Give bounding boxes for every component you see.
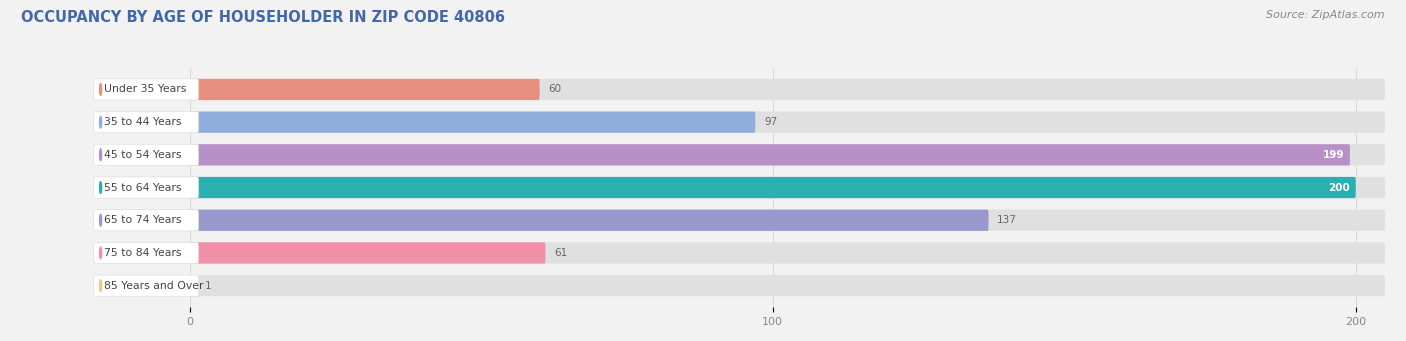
FancyBboxPatch shape: [190, 144, 1385, 165]
FancyBboxPatch shape: [190, 210, 1385, 231]
FancyBboxPatch shape: [190, 242, 1385, 264]
Text: 61: 61: [554, 248, 568, 258]
FancyBboxPatch shape: [190, 275, 198, 296]
FancyBboxPatch shape: [190, 210, 988, 231]
Text: Under 35 Years: Under 35 Years: [104, 85, 187, 94]
FancyBboxPatch shape: [190, 144, 1350, 165]
FancyBboxPatch shape: [94, 79, 198, 100]
FancyBboxPatch shape: [190, 79, 1385, 100]
Text: 200: 200: [1329, 182, 1350, 193]
Circle shape: [100, 280, 101, 292]
FancyBboxPatch shape: [94, 242, 198, 264]
FancyBboxPatch shape: [190, 177, 1385, 198]
FancyBboxPatch shape: [94, 275, 198, 296]
FancyBboxPatch shape: [190, 177, 1355, 198]
FancyBboxPatch shape: [190, 112, 755, 133]
Text: 35 to 44 Years: 35 to 44 Years: [104, 117, 181, 127]
Text: OCCUPANCY BY AGE OF HOUSEHOLDER IN ZIP CODE 40806: OCCUPANCY BY AGE OF HOUSEHOLDER IN ZIP C…: [21, 10, 505, 25]
Text: 60: 60: [548, 85, 561, 94]
Text: 1: 1: [204, 281, 211, 291]
Circle shape: [100, 84, 101, 95]
Text: 75 to 84 Years: 75 to 84 Years: [104, 248, 181, 258]
Text: 55 to 64 Years: 55 to 64 Years: [104, 182, 181, 193]
Circle shape: [100, 116, 101, 128]
FancyBboxPatch shape: [190, 112, 1385, 133]
Circle shape: [100, 247, 101, 259]
Text: 45 to 54 Years: 45 to 54 Years: [104, 150, 181, 160]
Circle shape: [100, 214, 101, 226]
Circle shape: [100, 149, 101, 161]
Text: 65 to 74 Years: 65 to 74 Years: [104, 215, 181, 225]
Text: 137: 137: [997, 215, 1017, 225]
FancyBboxPatch shape: [190, 275, 1385, 296]
FancyBboxPatch shape: [190, 242, 546, 264]
FancyBboxPatch shape: [94, 112, 198, 133]
FancyBboxPatch shape: [94, 210, 198, 231]
Text: 97: 97: [763, 117, 778, 127]
Text: 199: 199: [1323, 150, 1344, 160]
FancyBboxPatch shape: [94, 144, 198, 165]
Circle shape: [100, 182, 101, 193]
Text: Source: ZipAtlas.com: Source: ZipAtlas.com: [1267, 10, 1385, 20]
FancyBboxPatch shape: [190, 79, 540, 100]
Text: 85 Years and Over: 85 Years and Over: [104, 281, 204, 291]
FancyBboxPatch shape: [94, 177, 198, 198]
